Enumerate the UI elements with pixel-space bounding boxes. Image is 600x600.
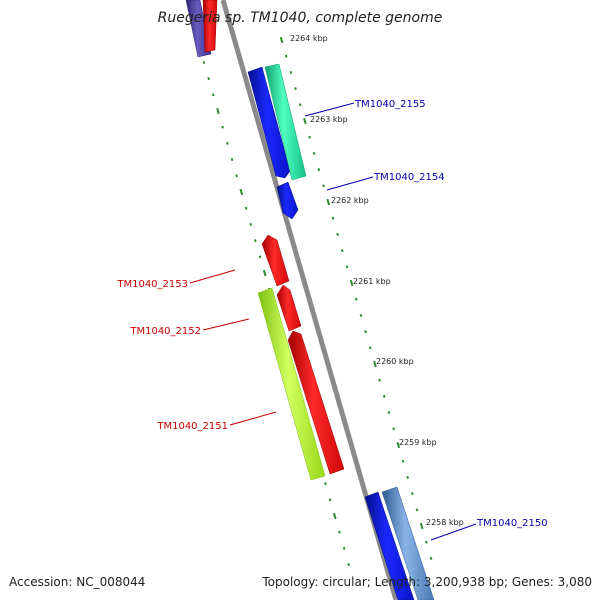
- gene-arrow-blue-2150: [364, 491, 415, 600]
- scale-tick: [326, 198, 331, 206]
- callout-line-2152: [202, 318, 250, 331]
- gene-label-2151[interactable]: TM1040_2151: [156, 421, 228, 432]
- gene-arrow-lime-2151: [257, 287, 326, 481]
- gene-arrow-teal-2155: [264, 63, 307, 181]
- scale-tick-track: [279, 36, 433, 560]
- scale-tick: [396, 441, 401, 449]
- scale-tick: [382, 394, 386, 398]
- gene-arrow-red-2153: [261, 234, 290, 287]
- scale-tick: [345, 265, 349, 269]
- scale-tick: [289, 70, 293, 74]
- scale-tick: [359, 313, 363, 317]
- scale-tick: [336, 232, 339, 236]
- scale-tick: [401, 459, 405, 463]
- callout-line-2154: [326, 176, 374, 191]
- inner-tick: [328, 498, 332, 502]
- scale-tick: [406, 475, 409, 479]
- inner-tick: [244, 206, 248, 210]
- scale-tick: [294, 87, 297, 91]
- scale-label-2260: 2260 kbp: [376, 357, 414, 366]
- scale-tick: [429, 556, 433, 560]
- scale-tick: [322, 184, 325, 188]
- gene-labels: TM1040_2155 TM1040_2154 TM1040_2153 TM10…: [116, 99, 547, 529]
- inner-tick: [332, 512, 337, 520]
- scale-tick: [349, 279, 354, 287]
- scale-tick: [368, 346, 372, 350]
- inner-tick: [254, 239, 257, 243]
- scale-label-2258: 2258 kbp: [426, 518, 464, 527]
- scale-tick: [308, 135, 311, 139]
- genome-info-text: Topology: circular; Length: 3,200,938 bp…: [261, 575, 592, 589]
- inner-tick: [226, 141, 229, 145]
- scale-tick: [284, 54, 288, 58]
- inner-tick: [207, 77, 210, 81]
- scale-tick: [373, 360, 377, 368]
- inner-tick: [202, 60, 206, 64]
- gene-label-2153[interactable]: TM1040_2153: [116, 279, 188, 290]
- scale-labels: 2264 kbp 2263 kbp 2262 kbp 2261 kbp 2260…: [290, 34, 464, 527]
- gene-arrow-blue-2155: [247, 66, 291, 179]
- map-title: Ruegeria sp. TM1040, complete genome: [158, 10, 443, 26]
- inner-tick: [338, 530, 341, 534]
- scale-label-2264: 2264 kbp: [290, 34, 328, 43]
- inner-tick: [249, 222, 252, 226]
- scale-tick: [317, 168, 321, 172]
- scale-tick: [312, 151, 316, 155]
- gene-label-2154[interactable]: TM1040_2154: [373, 172, 445, 183]
- scale-tick: [387, 411, 391, 415]
- gene-callouts: [189, 102, 477, 541]
- scale-tick: [331, 216, 335, 220]
- inner-tick: [258, 255, 262, 259]
- scale-tick: [303, 117, 307, 125]
- gene-arrow-blue-2154: [276, 181, 299, 220]
- gene-features: [185, 0, 435, 600]
- scale-tick: [415, 508, 419, 512]
- callout-line-2150: [430, 523, 477, 541]
- scale-tick: [392, 427, 395, 431]
- scale-tick: [340, 249, 344, 253]
- callout-line-2151: [229, 411, 277, 426]
- inner-tick: [221, 125, 224, 129]
- scale-label-2262: 2262 kbp: [331, 196, 369, 205]
- scale-tick: [298, 103, 302, 107]
- inner-tick: [342, 546, 346, 550]
- inner-tick: [235, 174, 238, 178]
- scale-tick: [354, 297, 358, 301]
- inner-tick: [324, 482, 327, 486]
- inner-tick: [347, 563, 351, 567]
- scale-tick: [364, 330, 367, 334]
- scale-tick: [378, 378, 381, 382]
- gene-arrow-red-2152: [276, 284, 302, 332]
- gene-label-2150[interactable]: TM1040_2150: [476, 518, 548, 529]
- accession-text: Accession: NC_008044: [9, 575, 145, 589]
- scale-label-2259: 2259 kbp: [399, 438, 437, 447]
- gene-arrow-red-2151: [287, 330, 345, 475]
- gene-label-2152[interactable]: TM1040_2152: [129, 326, 201, 337]
- scale-label-2263: 2263 kbp: [310, 115, 348, 124]
- inner-tick: [212, 93, 215, 97]
- scale-tick: [425, 540, 428, 544]
- scale-tick: [411, 492, 414, 496]
- inner-tick: [230, 158, 234, 162]
- scale-label-2261: 2261 kbp: [353, 277, 391, 286]
- gene-arrow-steel-2150: [381, 486, 435, 600]
- gene-label-2155[interactable]: TM1040_2155: [354, 99, 426, 110]
- callout-line-2153: [189, 269, 236, 284]
- inner-tick: [239, 188, 244, 196]
- scale-tick: [279, 36, 284, 44]
- scale-tick: [419, 522, 424, 530]
- gene-arrow-red-top: [202, 0, 218, 53]
- callout-line-2155: [304, 102, 355, 117]
- inner-tick: [262, 269, 267, 277]
- inner-tick: [216, 107, 220, 115]
